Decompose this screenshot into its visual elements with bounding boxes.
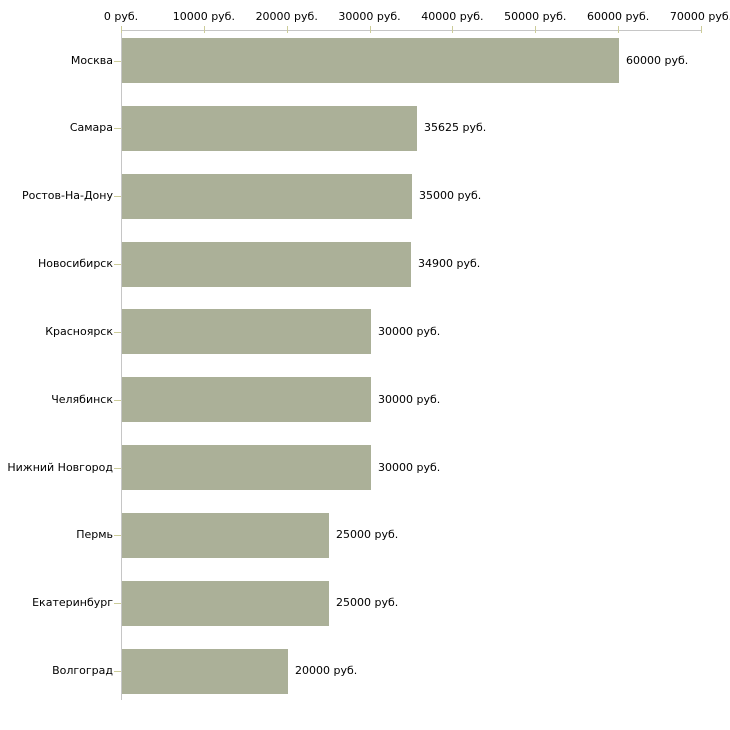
category-label: Пермь [76, 528, 113, 541]
x-axis-tick-mark [204, 26, 205, 33]
category-label: Волгоград [52, 664, 113, 677]
y-axis-tick-mark [114, 468, 121, 469]
value-label: 60000 руб. [626, 54, 689, 67]
category-label: Москва [70, 54, 113, 67]
y-axis-tick-mark [114, 196, 121, 197]
x-axis-tick-mark [121, 26, 122, 33]
y-axis-tick-mark [114, 264, 121, 265]
value-label: 30000 руб. [378, 393, 441, 406]
x-axis-tick-label: 30000 руб. [338, 10, 401, 23]
y-axis-tick-mark [114, 603, 121, 604]
bar [122, 513, 329, 558]
value-label: 35000 руб. [419, 189, 482, 202]
y-axis-tick-mark [114, 61, 121, 62]
y-axis-line [121, 30, 122, 700]
value-label: 25000 руб. [336, 528, 399, 541]
x-axis-tick-mark [452, 26, 453, 33]
category-label: Нижний Новгород [7, 461, 113, 474]
bar [122, 242, 411, 287]
y-axis-tick-mark [114, 400, 121, 401]
category-label: Ростов-На-Дону [21, 189, 113, 202]
bar [122, 581, 329, 626]
x-axis-tick-label: 50000 руб. [504, 10, 567, 23]
category-label: Красноярск [45, 325, 113, 338]
bar [122, 106, 417, 151]
x-axis-tick-mark [287, 26, 288, 33]
x-axis-tick-mark [535, 26, 536, 33]
x-axis-tick-label: 70000 руб. [669, 10, 730, 23]
bar [122, 38, 619, 83]
category-label: Самара [69, 121, 113, 134]
bar [122, 377, 371, 422]
bar [122, 309, 371, 354]
category-label: Новосибирск [37, 257, 113, 270]
x-axis-line [121, 30, 702, 31]
x-axis-tick-mark [618, 26, 619, 33]
category-label: Екатеринбург [32, 596, 113, 609]
x-axis-tick-mark [701, 26, 702, 33]
value-label: 30000 руб. [378, 461, 441, 474]
value-label: 25000 руб. [336, 596, 399, 609]
y-axis-tick-mark [114, 128, 121, 129]
x-axis-tick-label: 0 руб. [103, 10, 139, 23]
value-label: 20000 руб. [295, 664, 358, 677]
y-axis-tick-mark [114, 671, 121, 672]
x-axis-tick-label: 60000 руб. [587, 10, 650, 23]
y-axis-tick-mark [114, 535, 121, 536]
value-label: 34900 руб. [418, 257, 481, 270]
value-label: 35625 руб. [424, 121, 487, 134]
bar [122, 649, 288, 694]
x-axis-tick-label: 40000 руб. [421, 10, 484, 23]
y-axis-tick-mark [114, 332, 121, 333]
x-axis-tick-mark [370, 26, 371, 33]
bar [122, 174, 412, 219]
x-axis-tick-label: 20000 руб. [255, 10, 318, 23]
bar [122, 445, 371, 490]
category-label: Челябинск [51, 393, 113, 406]
value-label: 30000 руб. [378, 325, 441, 338]
x-axis-tick-label: 10000 руб. [172, 10, 235, 23]
